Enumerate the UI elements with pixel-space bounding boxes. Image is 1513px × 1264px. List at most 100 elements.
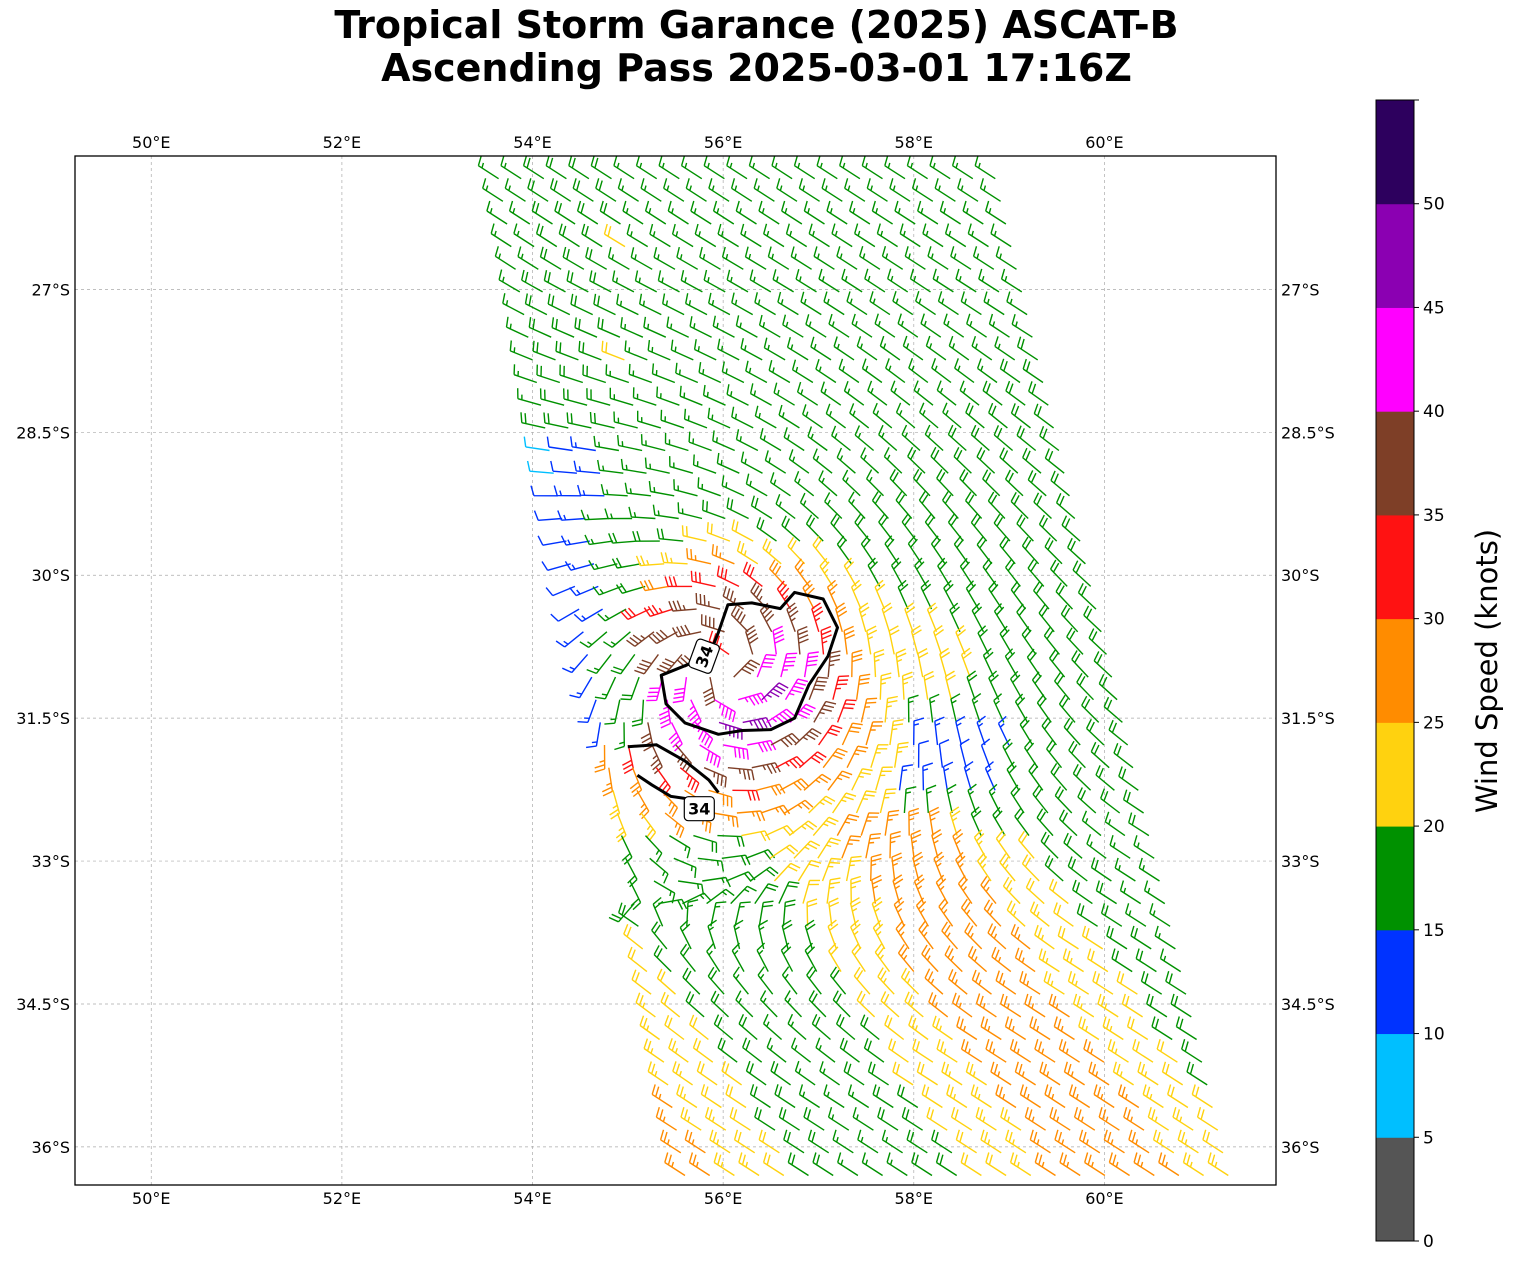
wind-barb (873, 648, 885, 678)
wind-barb (819, 1061, 840, 1086)
wind-barb (901, 424, 921, 452)
wind-barb (731, 942, 745, 972)
wind-barb (1072, 879, 1093, 905)
wind-barb (937, 291, 959, 316)
wind-barb (827, 1107, 850, 1131)
wind-barb (985, 200, 1007, 225)
wind-barb (1077, 787, 1097, 814)
wind-barb (1022, 447, 1042, 474)
wind-barb (617, 178, 639, 202)
wind-barb (1036, 694, 1052, 723)
wind-barb (901, 671, 913, 700)
wind-barb (644, 457, 670, 474)
wind-barb (1142, 1084, 1164, 1109)
wind-barb (1111, 948, 1133, 973)
wind-barb (889, 469, 908, 497)
wind-barb (1108, 719, 1129, 746)
wind-barb (850, 579, 862, 610)
wind-barb (921, 944, 939, 973)
wind-barb (714, 699, 736, 723)
wind-barb (935, 874, 949, 904)
wind-barb (1014, 807, 1030, 837)
wind-barb (918, 920, 934, 950)
wind-barb (679, 943, 696, 973)
wind-barb (775, 755, 805, 769)
wind-barb (673, 857, 697, 878)
wind-barb (967, 223, 989, 248)
wind-barb (628, 156, 630, 157)
wind-barb (857, 1129, 879, 1154)
wind-barb (730, 885, 757, 905)
wind-barb (774, 1084, 796, 1109)
wind-barb (1143, 880, 1166, 905)
wind-barb (1067, 971, 1090, 995)
wind-barb (878, 424, 898, 452)
wind-barb (1137, 1061, 1159, 1086)
wind-barb (766, 1037, 787, 1063)
wind-barb (1024, 993, 1046, 1018)
wind-barb (831, 223, 853, 248)
wind-barb (1039, 1061, 1061, 1086)
lat-tick-label-right: 27°S (1281, 280, 1320, 299)
wind-barb (680, 1107, 702, 1131)
wind-barb (915, 290, 936, 316)
wind-barb (671, 223, 694, 248)
lat-tick-label-right: 36°S (1281, 1138, 1320, 1157)
wind-barb (1076, 903, 1098, 927)
wind-barb (926, 602, 938, 633)
wind-barb (813, 700, 837, 723)
wind-barb (1158, 1152, 1180, 1177)
wind-barb (756, 517, 777, 542)
wind-barb (897, 313, 919, 338)
wind-barb (597, 459, 624, 474)
wind-barb (531, 200, 553, 225)
wind-barb (1026, 648, 1042, 678)
wind-barb (1038, 948, 1060, 973)
wind-barb (790, 246, 812, 270)
wind-barb (1004, 1016, 1027, 1041)
wind-barb (895, 648, 907, 678)
wind-barb (712, 315, 735, 338)
wind-barb (721, 246, 744, 270)
wind-barb (756, 942, 769, 972)
wind-barb (835, 602, 848, 632)
wind-barb (679, 385, 703, 406)
wind-barb (960, 1039, 983, 1063)
colorbar-tick-label: 30 (1423, 610, 1445, 630)
wind-barb (572, 178, 594, 202)
wind-barb (581, 223, 603, 248)
wind-barb (980, 875, 997, 905)
title-line-1: Tropical Storm Garance (2025) ASCAT-B (334, 3, 1179, 47)
wind-barb (613, 156, 635, 180)
wind-barb (911, 1152, 933, 1177)
wind-barb (867, 557, 881, 587)
wind-barb (668, 1038, 689, 1063)
wind-barb (584, 534, 614, 546)
wind-barb (827, 650, 841, 678)
wind-barb (559, 364, 584, 384)
wind-barb (1063, 717, 1081, 746)
wind-barb (658, 156, 680, 180)
wind-barb (1038, 604, 1055, 633)
wind-barb (898, 764, 914, 791)
wind-barb (1059, 1152, 1081, 1177)
wind-barb (644, 835, 663, 863)
wind-barb (1024, 1107, 1046, 1131)
colorbar-title: Wind Speed (knots) (1470, 529, 1504, 813)
wind-barb (676, 246, 699, 270)
wind-barb (810, 336, 832, 361)
wind-barb (872, 919, 886, 950)
wind-barb (646, 676, 664, 702)
wind-barb (960, 898, 978, 927)
wind-barb (578, 340, 602, 361)
wind-barb (528, 317, 552, 338)
wind-barb (871, 896, 883, 927)
wind-barb (690, 200, 712, 225)
wind-barb (653, 880, 676, 904)
wind-barb (663, 178, 685, 202)
wind-barb (648, 481, 675, 497)
wind-barb (881, 1129, 903, 1154)
wind-barb (851, 649, 863, 678)
wind-barb (602, 767, 614, 797)
wind-barb (742, 1037, 763, 1063)
